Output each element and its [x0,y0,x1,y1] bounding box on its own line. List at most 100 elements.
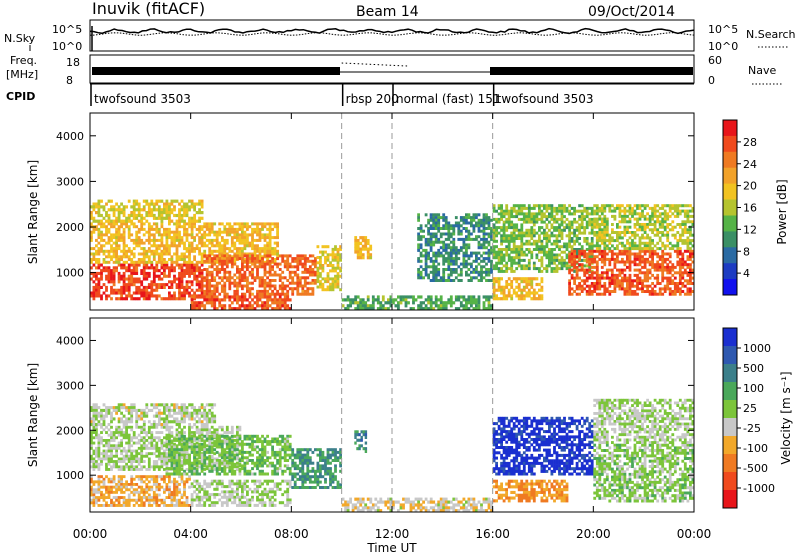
heatmap-cell [180,480,184,484]
heatmap-cell [110,255,113,259]
heatmap-cell [225,276,229,280]
heatmap-cell [512,223,516,227]
heatmap-cell [646,268,649,272]
heatmap-cell [95,266,98,270]
heatmap-cell [155,493,159,497]
heatmap-cell [334,274,337,278]
heatmap-cell [595,225,599,229]
heatmap-cell [593,271,597,275]
heatmap-cell [686,257,690,261]
heatmap-cell [122,449,126,453]
heatmap-cell [107,274,111,278]
heatmap-cell [142,277,146,281]
heatmap-cell [678,204,682,208]
heatmap-cell [210,273,214,277]
heatmap-cell [666,239,670,243]
heatmap-cell [437,273,441,277]
heatmap-cell [157,227,161,231]
heatmap-cell [666,244,670,248]
heatmap-cell [568,279,571,283]
heatmap-cell [505,297,509,301]
heatmap-cell [608,204,612,208]
heatmap-cell [507,245,511,249]
heatmap-cell [384,307,388,311]
heatmap-cell [135,475,139,479]
heatmap-cell [447,259,451,263]
heatmap-cell [178,488,181,492]
heatmap-cell [691,260,695,264]
heatmap-cell [105,465,108,469]
heatmap-cell [532,291,536,295]
heatmap-cell [475,276,478,280]
heatmap-cell [152,498,156,502]
heatmap-cell [321,269,325,273]
heatmap-cell [120,433,123,437]
heatmap-cell [145,477,149,481]
heatmap-cell [487,270,491,274]
heatmap-cell [658,247,662,251]
heatmap-cell [605,287,609,291]
heatmap-cell [90,205,93,209]
heatmap-cell [492,223,496,227]
heatmap-cell [676,241,680,245]
heatmap-cell [173,269,176,273]
heatmap-cell [185,288,189,292]
heatmap-cell [525,234,529,238]
heatmap-cell [578,204,581,208]
heatmap-cell [497,285,501,289]
heatmap-cell [271,259,274,263]
heatmap-cell [190,307,194,311]
heatmap-cell [188,208,191,212]
heatmap-cell [646,260,649,264]
heatmap-cell [575,273,579,277]
heatmap-cell [157,238,161,242]
heatmap-cell [117,477,121,481]
heatmap-cell [180,266,184,270]
heatmap-cell [689,268,692,272]
heatmap-cell [125,297,128,301]
heatmap-cell [120,297,123,301]
heatmap-cell [170,199,174,203]
heatmap-cell [147,236,151,240]
heatmap-cell [157,233,161,237]
heatmap-cell [215,233,219,237]
heatmap-cell [683,223,687,226]
heatmap-cell [495,256,498,260]
heatmap-cell [633,223,637,226]
heatmap-cell [558,253,561,257]
heatmap-cell [666,263,670,267]
heatmap-cell [605,247,609,251]
heatmap-cell [500,253,503,257]
heatmap-cell [155,504,159,507]
heatmap-cell [628,209,632,213]
heatmap-cell [605,231,609,234]
heatmap-cell [689,276,692,280]
heatmap-cell [173,213,176,218]
heatmap-cell [689,282,692,285]
heatmap-cell [452,229,456,233]
heatmap-cell [487,224,491,228]
heatmap-cell [102,480,106,484]
heatmap-cell [578,237,581,240]
heatmap-cell [527,217,531,221]
heatmap-cell [442,262,446,266]
heatmap-cell [628,244,632,248]
heatmap-cell [251,307,254,311]
heatmap-cell [152,477,156,481]
heatmap-cell [444,246,448,250]
heatmap-cell [112,211,116,215]
heatmap-cell [183,233,186,237]
heatmap-cell [263,295,267,299]
heatmap-cell [188,247,191,251]
heatmap-cell [558,204,561,208]
heatmap-cell [545,204,549,208]
heatmap-cell [668,223,672,226]
heatmap-cell [452,251,456,255]
heatmap-cell [303,259,307,263]
heatmap-cell [374,298,378,302]
heatmap-cell [130,269,134,273]
heatmap-cell [447,235,451,239]
heatmap-cell [623,228,627,232]
heatmap-cell [281,287,285,291]
heatmap-cell [152,283,156,287]
